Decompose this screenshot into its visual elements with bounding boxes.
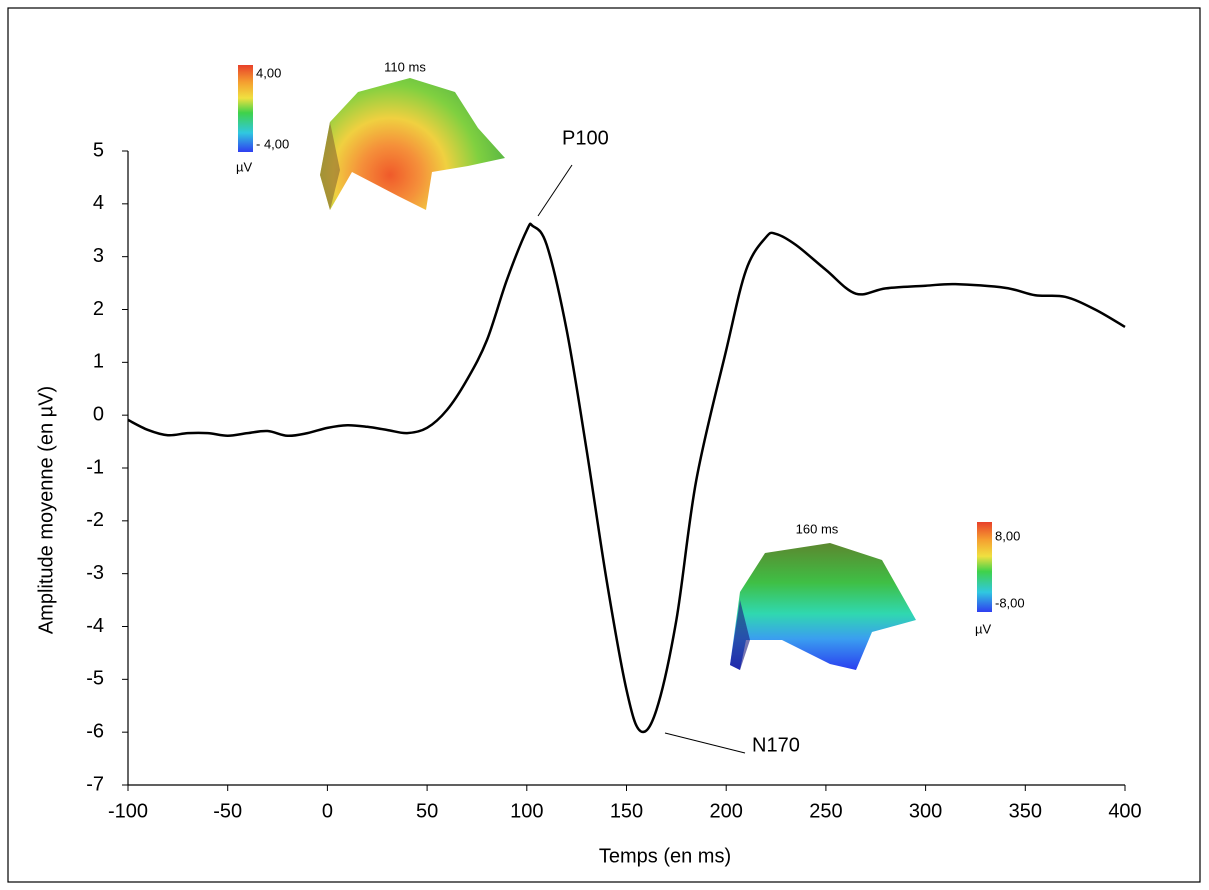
y-tick-label: 0 (93, 403, 104, 425)
color-bar (977, 522, 992, 612)
y-tick-label: 3 (93, 245, 104, 267)
x-tick-label: 250 (809, 800, 842, 822)
y-tick-label: 4 (93, 192, 104, 214)
x-tick-label: 350 (1009, 800, 1042, 822)
color-bar-unit: µV (236, 159, 252, 174)
x-tick-label: 50 (416, 800, 438, 822)
y-tick-label: 2 (93, 298, 104, 320)
scalp-shade (320, 122, 340, 210)
annotation: P100 (562, 127, 609, 149)
data-line (127, 222, 1126, 734)
y-tick-label: -5 (86, 668, 104, 690)
scalp-shade (730, 600, 750, 670)
topomap-label: 160 ms (796, 521, 839, 536)
color-bar-min: -8,00 (995, 595, 1025, 610)
x-tick-label: 200 (710, 800, 743, 822)
annotation-leader (664, 732, 746, 754)
color-bar-max: 8,00 (995, 528, 1020, 543)
x-tick-label: 400 (1108, 800, 1141, 822)
scalp-map (730, 543, 916, 670)
annotation-leader (537, 164, 573, 217)
color-bar-min: - 4,00 (256, 136, 289, 151)
color-bar-max: 4,00 (256, 65, 281, 80)
x-tick-label: 300 (909, 800, 942, 822)
y-tick-label: -1 (86, 456, 104, 478)
x-tick-label: -50 (213, 800, 242, 822)
annotation: N170 (752, 734, 800, 756)
y-axis-label: Amplitude moyenne (en µV) (35, 386, 57, 634)
topomap-label: 110 ms (384, 59, 426, 74)
x-tick-label: 150 (610, 800, 643, 822)
y-tick-label: -3 (86, 562, 104, 584)
color-bar (238, 65, 253, 152)
y-tick-label: -7 (86, 773, 104, 795)
x-tick-label: -100 (108, 800, 148, 822)
y-tick-label: 1 (93, 351, 104, 373)
frame (7, 7, 1201, 883)
x-axis-label: Temps (en ms) (599, 845, 731, 867)
y-tick-label: 5 (93, 139, 104, 161)
y-tick-label: -4 (86, 615, 104, 637)
scalp-map (320, 78, 505, 210)
x-tick-label: 0 (322, 800, 333, 822)
y-tick-label: -6 (86, 720, 104, 742)
y-tick-label: -2 (86, 509, 104, 531)
color-bar-unit: µV (975, 621, 991, 636)
x-tick-label: 100 (510, 800, 543, 822)
